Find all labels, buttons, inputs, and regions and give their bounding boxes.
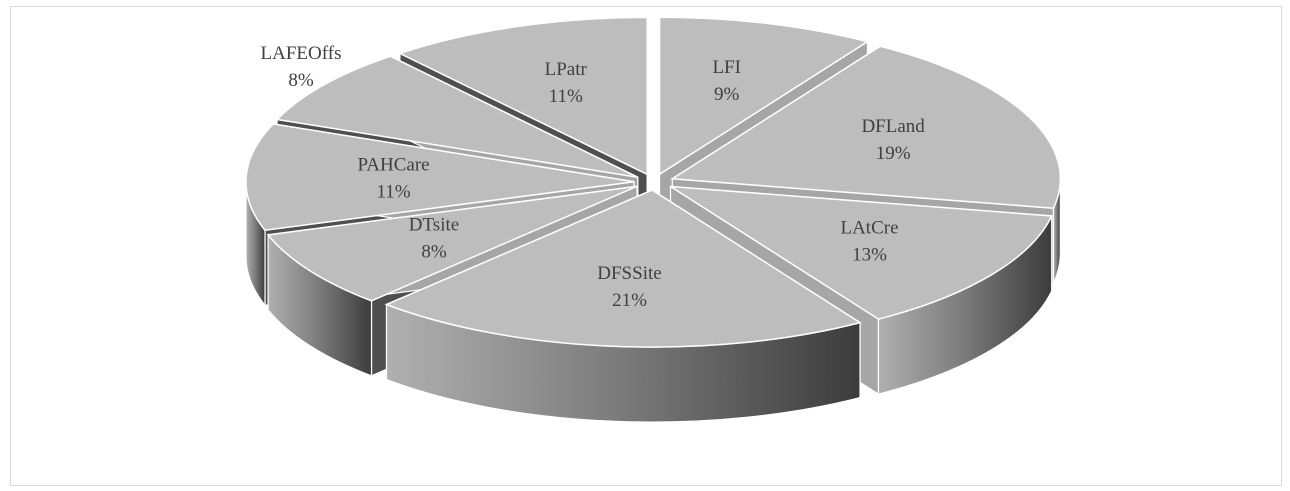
slice-pahcare [245, 123, 635, 232]
pie-chart: LFI 9% DFLand 19% LAtCre 13% DFSSite 21% DTsite 8… [245, 16, 1062, 423]
slice-label-dfland: DFLand [861, 116, 925, 137]
slice-value-lpatr: 11% [549, 86, 583, 107]
slice-lafeoffs [275, 55, 639, 178]
slice-value-pahcare: 11% [377, 182, 411, 203]
chart-frame: LFI 9% DFLand 19% LAtCre 13% DFSSite 21% DTsite 8… [10, 6, 1282, 486]
slice-lfi [658, 16, 870, 176]
slice-dfssite [384, 189, 862, 348]
slice-latcre [670, 185, 1053, 320]
slice-value-dfland: 19% [876, 143, 911, 164]
slice-dtsite [266, 185, 638, 302]
slice-value-lfi: 9% [714, 84, 740, 105]
slice-lpatr [397, 16, 648, 176]
slice-label-lafeoffs: LAFEOffs [261, 43, 342, 64]
slice-dfland [670, 45, 1062, 209]
slice-value-latcre: 13% [852, 244, 887, 265]
slice-label-lpatr: LPatr [545, 59, 588, 80]
slice-value-lafeoffs: 8% [288, 70, 314, 91]
slice-label-dfssite: DFSSite [597, 263, 661, 284]
slice-label-dtsite: DTsite [409, 214, 459, 235]
slice-tops [245, 16, 1062, 348]
slice-label-pahcare: PAHCare [357, 155, 429, 176]
slice-labels: LFI 9% DFLand 19% LAtCre 13% DFSSite 21% DTsite 8… [261, 43, 926, 311]
slice-label-latcre: LAtCre [840, 217, 898, 238]
slice-label-lfi: LFI [712, 57, 741, 78]
slice-value-dfssite: 21% [612, 290, 647, 311]
slice-value-dtsite: 8% [421, 241, 447, 262]
